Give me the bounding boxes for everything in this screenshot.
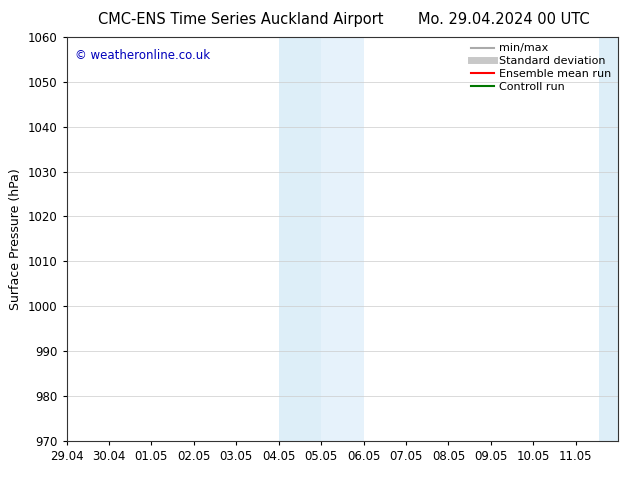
Text: Mo. 29.04.2024 00 UTC: Mo. 29.04.2024 00 UTC	[418, 12, 590, 27]
Text: CMC-ENS Time Series Auckland Airport: CMC-ENS Time Series Auckland Airport	[98, 12, 384, 27]
Bar	[599, 37, 618, 441]
Y-axis label: Surface Pressure (hPa): Surface Pressure (hPa)	[10, 168, 22, 310]
Bar	[321, 37, 363, 441]
Text: © weatheronline.co.uk: © weatheronline.co.uk	[75, 49, 210, 62]
Legend: min/max, Standard deviation, Ensemble mean run, Controll run: min/max, Standard deviation, Ensemble me…	[467, 39, 616, 96]
Bar	[279, 37, 321, 441]
